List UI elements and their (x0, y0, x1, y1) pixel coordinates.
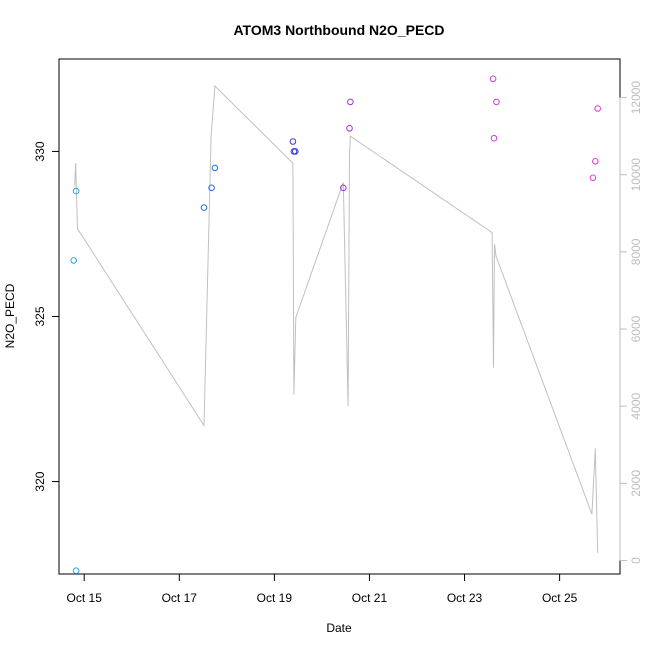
x-tick-label: Oct 17 (162, 591, 198, 605)
y-axis: 320 325 330 (33, 141, 59, 492)
secondary-line-layer (74, 84, 599, 553)
x-axis: Oct 15 Oct 17 Oct 19 Oct 21 Oct 23 Oct 25 (67, 574, 578, 605)
y2-tick-label: 10000 (629, 158, 643, 192)
y2-tick-label: 0 (629, 557, 643, 564)
data-point (72, 567, 80, 575)
x-tick-label: Oct 23 (447, 591, 483, 605)
data-point (347, 98, 354, 106)
data-point (208, 184, 215, 192)
data-point (346, 125, 353, 132)
y-tick-label: 325 (33, 306, 47, 326)
data-point (490, 134, 498, 142)
data-point (70, 257, 77, 264)
points-layer (70, 75, 602, 575)
x-tick-label: Oct 15 (67, 591, 103, 605)
data-point (211, 164, 219, 172)
y-tick-label: 330 (33, 141, 47, 161)
data-point (292, 148, 299, 155)
y2-tick-label: 4000 (629, 393, 643, 420)
y-axis-label: N2O_PECD (3, 283, 17, 348)
data-point (289, 138, 297, 145)
data-point (594, 105, 602, 112)
x-axis-label: Date (326, 621, 352, 635)
x-tick-label: Oct 25 (542, 591, 578, 605)
data-point (200, 204, 208, 211)
secondary-series-line (74, 84, 599, 553)
data-point (340, 184, 347, 192)
x-tick-label: Oct 21 (352, 591, 388, 605)
y2-tick-label: 6000 (629, 315, 643, 342)
data-point (493, 98, 500, 106)
x-tick-label: Oct 19 (257, 591, 293, 605)
chart-title: ATOM3 Northbound N2O_PECD (233, 22, 444, 38)
data-point (589, 174, 597, 182)
data-point (592, 158, 599, 165)
y2-tick-label: 8000 (629, 238, 643, 265)
y-tick-label: 320 (33, 471, 47, 491)
y2-tick-label: 12000 (629, 81, 643, 115)
y2-tick-label: 2000 (629, 470, 643, 497)
y2-axis: 0 2000 4000 6000 8000 10000 12000 (619, 81, 643, 564)
data-point (72, 187, 80, 195)
data-point (489, 75, 497, 83)
plot-frame (58, 58, 621, 575)
